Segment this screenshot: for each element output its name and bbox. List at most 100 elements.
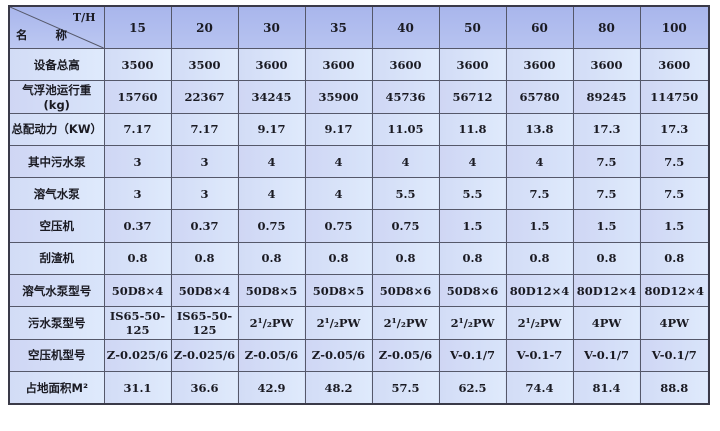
table-cell: 3 (103, 144, 172, 179)
capacity-header: 40 (371, 5, 440, 49)
unit-label: T/H (72, 11, 96, 24)
table-cell: 4 (237, 177, 306, 211)
table-cell: 35900 (304, 80, 373, 114)
table-cell: 2¹/₂PW (304, 306, 373, 340)
table-cell: 17.3 (572, 112, 641, 146)
table-cell: 0.37 (103, 209, 172, 243)
table-cell: 81.4 (572, 370, 641, 405)
table-cell: V-0.1/7 (438, 338, 507, 372)
table-cell: 114750 (639, 80, 710, 114)
diagonal-divider (10, 7, 104, 48)
table-cell: 3600 (438, 47, 507, 82)
table-cell: 74.4 (505, 370, 574, 405)
table-cell: 7.5 (505, 177, 574, 211)
table-cell: Z-0.025/6 (170, 338, 239, 372)
table-cell: 3600 (371, 47, 440, 82)
table-cell: 62.5 (438, 370, 507, 405)
table-row: 空压机型号 Z-0.025/6 Z-0.025/6 Z-0.05/6 Z-0.05/6 Z… (8, 338, 710, 372)
table-cell: IS65-50-125 (170, 306, 239, 340)
table-cell: 3 (170, 144, 239, 179)
row-label: 占地面积M² (8, 370, 105, 405)
table-cell: 88.8 (639, 370, 710, 405)
table-cell: 50D8×5 (304, 274, 373, 308)
table-row: 占地面积M² 31.1 36.6 42.9 48.2 57.5 62.5 74.4 81.4 88… (8, 370, 710, 405)
table-cell: 50D8×4 (170, 274, 239, 308)
table-cell: 4 (371, 144, 440, 179)
table-cell: 31.1 (103, 370, 172, 405)
table-cell: Z-0.05/6 (304, 338, 373, 372)
table-row: 气浮池运行重(kg) 15760 22367 34245 35900 45736 56712… (8, 80, 710, 114)
table-cell: 3600 (304, 47, 373, 82)
table-row: 溶气水泵型号 50D8×4 50D8×4 50D8×5 50D8×5 50D8×6 50D8… (8, 274, 710, 308)
row-label: 设备总高 (8, 47, 105, 82)
table-cell: 4PW (639, 306, 710, 340)
table-cell: 80D12×4 (505, 274, 574, 308)
table-cell: 9.17 (237, 112, 306, 146)
row-label: 总配动力（KW） (8, 112, 105, 146)
table-cell: 3600 (505, 47, 574, 82)
table-cell: 3 (170, 177, 239, 211)
table-cell: 2¹/₂PW (237, 306, 306, 340)
table-cell: 0.8 (505, 241, 574, 276)
table-cell: 3600 (572, 47, 641, 82)
row-label: 气浮池运行重(kg) (8, 80, 105, 114)
capacity-header: 15 (103, 5, 172, 49)
table-cell: 1.5 (572, 209, 641, 243)
table-cell: 34245 (237, 80, 306, 114)
corner-header-cell: T/H 名 称 (8, 5, 105, 49)
capacity-header: 80 (572, 5, 641, 49)
row-label: 空压机型号 (8, 338, 105, 372)
table-cell: 3 (103, 177, 172, 211)
table-cell: 2¹/₂PW (505, 306, 574, 340)
table-cell: 3500 (170, 47, 239, 82)
table-cell: 5.5 (371, 177, 440, 211)
table-cell: 0.8 (438, 241, 507, 276)
table-cell: 50D8×5 (237, 274, 306, 308)
table-row: 污水泵型号 IS65-50-125 IS65-50-125 2¹/₂PW 2¹/₂PW 2… (8, 306, 710, 340)
table-row: 空压机 0.37 0.37 0.75 0.75 0.75 1.5 1.5 1.5 1.5 (8, 209, 710, 243)
table-cell: 15760 (103, 80, 172, 114)
row-label: 溶气水泵型号 (8, 274, 105, 308)
header-row: T/H 名 称 15 20 30 35 40 50 60 80 100 (8, 5, 710, 49)
table-cell: 11.05 (371, 112, 440, 146)
table-cell: 0.8 (639, 241, 710, 276)
table-cell: 0.8 (103, 241, 172, 276)
table-cell: 4PW (572, 306, 641, 340)
capacity-header: 35 (304, 5, 373, 49)
table-cell: 0.8 (170, 241, 239, 276)
table-cell: 50D8×4 (103, 274, 172, 308)
table-cell: 1.5 (505, 209, 574, 243)
table-cell: 56712 (438, 80, 507, 114)
capacity-header: 20 (170, 5, 239, 49)
table-cell: 17.3 (639, 112, 710, 146)
table-cell: 0.75 (237, 209, 306, 243)
table-cell: 36.6 (170, 370, 239, 405)
table-cell: 4 (304, 144, 373, 179)
table-cell: 3600 (237, 47, 306, 82)
table-cell: 89245 (572, 80, 641, 114)
table-cell: 45736 (371, 80, 440, 114)
table-row: 溶气水泵 3 3 4 4 5.5 5.5 7.5 7.5 7.5 (8, 177, 710, 211)
table-cell: IS65-50-125 (103, 306, 172, 340)
table-row: 设备总高 3500 3500 3600 3600 3600 3600 3600 3600 3600 (8, 47, 710, 82)
table-cell: 7.17 (103, 112, 172, 146)
table-cell: 1.5 (639, 209, 710, 243)
table-cell: 0.8 (371, 241, 440, 276)
table-cell: 3600 (639, 47, 710, 82)
capacity-header: 50 (438, 5, 507, 49)
table-cell: 5.5 (438, 177, 507, 211)
row-label: 刮渣机 (8, 241, 105, 276)
table-cell: 0.8 (237, 241, 306, 276)
capacity-header: 30 (237, 5, 306, 49)
table-cell: 9.17 (304, 112, 373, 146)
table-cell: 80D12×4 (639, 274, 710, 308)
table-cell: 50D8×6 (371, 274, 440, 308)
table-cell: 80D12×4 (572, 274, 641, 308)
table-cell: 0.75 (371, 209, 440, 243)
capacity-header: 100 (639, 5, 710, 49)
table-cell: 0.75 (304, 209, 373, 243)
table-cell: 4 (438, 144, 507, 179)
table-cell: 11.8 (438, 112, 507, 146)
table-cell: 7.5 (572, 144, 641, 179)
table-cell: Z-0.025/6 (103, 338, 172, 372)
